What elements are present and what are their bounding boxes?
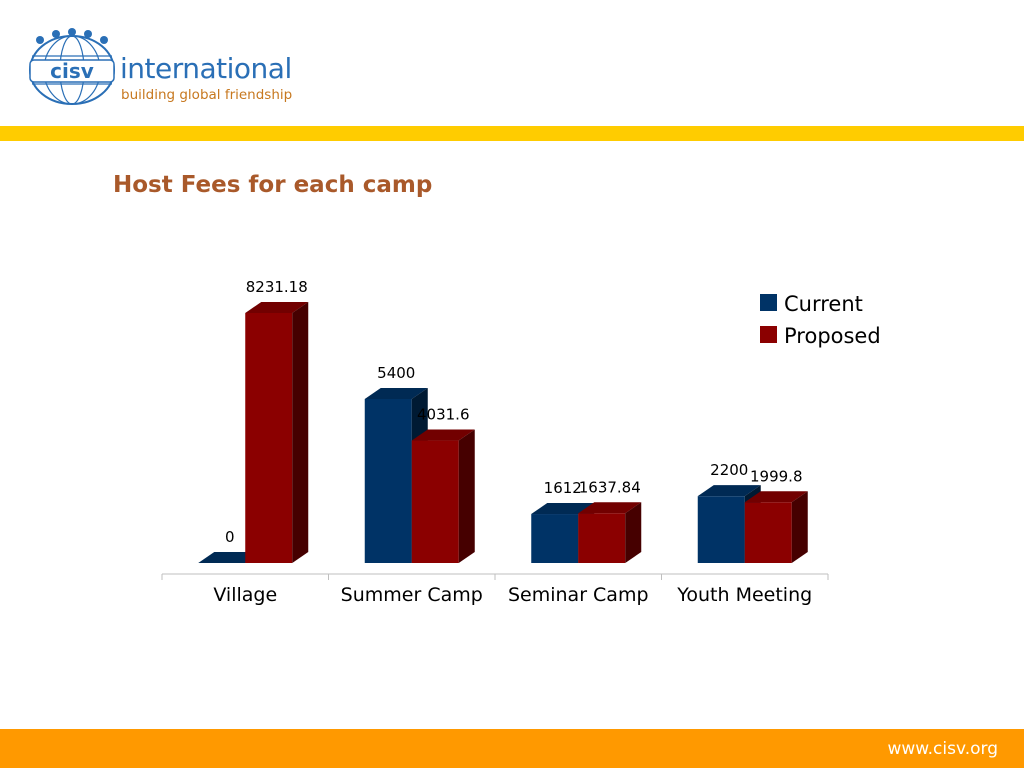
svg-text:cisv: cisv: [50, 59, 94, 83]
bar-proposed-1: [411, 429, 475, 563]
top-stripe: [0, 126, 1024, 141]
footer-bar: [0, 729, 1024, 768]
data-label: 5400: [377, 364, 415, 382]
logo-name: international: [120, 52, 292, 85]
bar-proposed-3: [744, 491, 808, 563]
bar-proposed-0: [245, 302, 309, 563]
footer-url[interactable]: www.cisv.org: [887, 739, 998, 759]
bar-current-3: [697, 485, 761, 563]
x-tick-label: Youth Meeting: [676, 584, 812, 606]
legend-label-proposed: Proposed: [784, 324, 881, 348]
legend-label-current: Current: [784, 292, 863, 316]
legend-swatch-proposed: [760, 326, 777, 343]
data-label: 1612: [544, 479, 582, 497]
data-label: 1999.8: [750, 467, 803, 485]
x-tick-label: Village: [213, 584, 277, 606]
data-label: 4031.6: [417, 406, 470, 424]
bar-proposed-2: [578, 502, 642, 563]
data-label: 0: [225, 528, 235, 546]
cisv-logo: cisv: [29, 28, 115, 105]
chart-title: Host Fees for each camp: [113, 172, 433, 198]
data-label: 1637.84: [579, 478, 641, 496]
data-label: 2200: [710, 461, 748, 479]
data-label: 8231.18: [246, 278, 308, 296]
x-tick-label: Summer Camp: [341, 584, 483, 606]
legend: Current Proposed: [760, 292, 881, 348]
logo-tagline: building global friendship: [121, 87, 293, 103]
globe-icon: cisv: [29, 28, 115, 105]
x-tick-label: Seminar Camp: [508, 584, 649, 606]
legend-swatch-current: [760, 294, 777, 311]
